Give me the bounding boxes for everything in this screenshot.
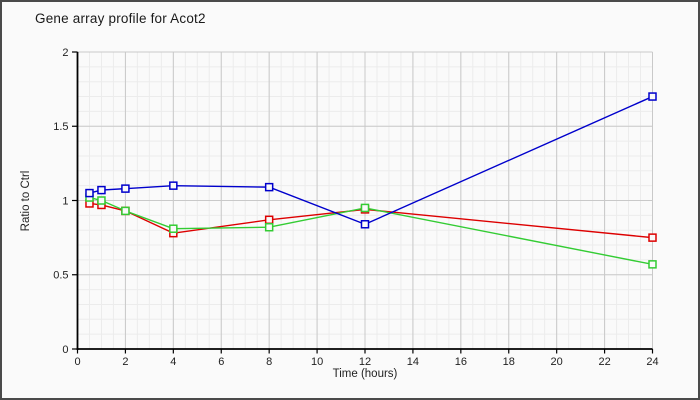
y-axis-title: Ratio to Ctrl	[20, 170, 32, 232]
series-blue-marker	[85, 188, 94, 198]
series-green-marker	[360, 203, 370, 213]
chart-title: Gene array profile for Acot2	[35, 11, 206, 26]
y-tick-label: 0	[62, 344, 68, 356]
series-blue-marker	[648, 92, 657, 101]
x-tick-label: 22	[598, 356, 610, 368]
x-tick-label: 24	[646, 356, 658, 368]
x-tick-label: 12	[359, 356, 371, 368]
x-axis-title: Time (hours)	[332, 368, 398, 380]
series-blue-marker	[264, 182, 274, 192]
x-tick-label: 4	[170, 356, 176, 368]
series-green-marker	[97, 196, 106, 205]
series-blue-marker	[360, 220, 370, 229]
series-green-marker	[169, 224, 178, 233]
series-green-marker	[648, 260, 657, 269]
series-red-marker	[648, 233, 657, 242]
x-tick-label: 8	[266, 356, 272, 368]
x-tick-label: 20	[551, 356, 563, 368]
x-tick-label: 18	[503, 356, 515, 368]
series-blue-marker	[169, 181, 178, 190]
x-tick-label: 2	[122, 356, 128, 368]
x-tick-label: 0	[74, 356, 80, 368]
series-blue-marker	[97, 185, 106, 195]
y-tick-label: 1.5	[53, 121, 68, 133]
y-tick-label: 1	[62, 195, 68, 207]
series-blue-marker	[121, 184, 130, 193]
x-tick-label: 6	[218, 356, 224, 368]
series-red-marker	[264, 215, 274, 225]
y-tick-label: 0.5	[53, 270, 68, 282]
series-green-marker	[121, 206, 130, 216]
x-tick-label: 16	[455, 356, 467, 368]
x-tick-label: 10	[311, 356, 323, 368]
y-tick-label: 2	[62, 47, 68, 59]
series-green-marker	[264, 222, 274, 232]
x-tick-label: 14	[407, 356, 419, 368]
